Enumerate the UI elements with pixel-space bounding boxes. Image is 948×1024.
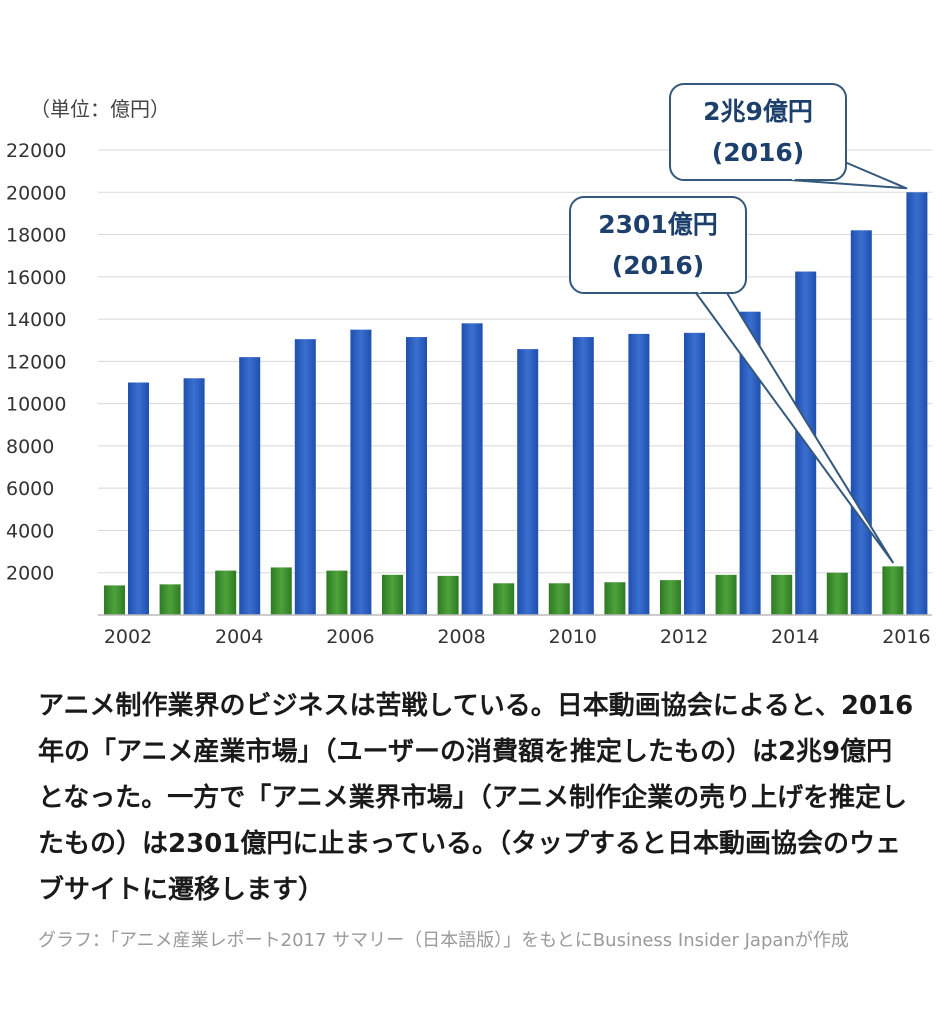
y-tick-label: 20000 — [6, 182, 66, 204]
bar-anime-industry-2013 — [715, 574, 737, 615]
callout-2: 2301億円 (2016) — [569, 196, 894, 564]
bar-anime-industry-2003 — [159, 584, 181, 615]
unit-label: （単位：億円） — [30, 97, 170, 121]
callout-seam — [697, 282, 721, 294]
bar-anime-industry-2011 — [604, 582, 626, 615]
x-tick-label: 2016 — [882, 626, 930, 648]
y-tick-label: 16000 — [6, 267, 66, 289]
callout-value: 2兆9億円 — [703, 97, 813, 126]
bar-industry-market-2006 — [350, 329, 372, 615]
bar-industry-market-2009 — [517, 349, 539, 615]
x-tick-label: 2006 — [326, 626, 374, 648]
y-tick-label: 8000 — [6, 436, 54, 458]
callout-value: 2301億円 — [598, 210, 718, 239]
bar-anime-industry-2010 — [548, 583, 570, 615]
bar-chart: （単位：億円） 2000 4000 6000 8000 10000 12000 14000 1… — [6, 83, 932, 648]
callout-box — [569, 196, 747, 294]
y-axis-ticks: 2000 4000 6000 8000 10000 12000 14000 16000 1800… — [6, 140, 66, 585]
bar-anime-industry-2004 — [215, 570, 237, 615]
bar-anime-industry-2006 — [326, 570, 348, 615]
bar-industry-market-2013 — [739, 311, 761, 615]
y-tick-label: 22000 — [6, 140, 66, 162]
y-tick-label: 2000 — [6, 563, 54, 585]
callouts: 2兆9億円 (2016) 2301億円 (2016) — [569, 83, 908, 564]
y-tick-label: 14000 — [6, 309, 66, 331]
bar-industry-market-2008 — [461, 323, 483, 615]
y-tick-label: 4000 — [6, 520, 54, 542]
x-tick-label: 2002 — [104, 626, 152, 648]
bars — [104, 192, 928, 616]
x-tick-label: 2012 — [660, 626, 708, 648]
bar-industry-market-2005 — [294, 339, 316, 615]
bar-anime-industry-2015 — [826, 572, 848, 615]
gridlines — [98, 149, 932, 574]
y-tick-label: 6000 — [6, 478, 54, 500]
bar-industry-market-2010 — [572, 337, 594, 615]
bar-industry-market-2003 — [183, 378, 205, 615]
bar-anime-industry-2009 — [493, 583, 515, 615]
x-tick-label: 2004 — [215, 626, 263, 648]
callout-year: (2016) — [612, 251, 704, 280]
x-tick-label: 2014 — [771, 626, 819, 648]
y-tick-label: 18000 — [6, 225, 66, 247]
x-tick-label: 2008 — [437, 626, 485, 648]
bar-industry-market-2012 — [684, 332, 705, 615]
bar-anime-industry-2007 — [382, 574, 403, 615]
bar-anime-industry-2012 — [660, 580, 681, 615]
x-tick-label: 2010 — [549, 626, 597, 648]
bar-anime-industry-2008 — [437, 575, 459, 615]
bar-industry-market-2015 — [850, 230, 872, 615]
bar-industry-market-2002 — [128, 382, 149, 615]
y-tick-label: 12000 — [6, 351, 66, 373]
bar-industry-market-2011 — [628, 333, 650, 615]
callout-year: (2016) — [712, 138, 804, 167]
bar-anime-industry-2014 — [771, 574, 793, 615]
callout-1: 2兆9億円 (2016) — [669, 83, 908, 190]
source-note: グラフ：「アニメ産業レポート2017 サマリー（日本語版）」をもとにBusine… — [38, 930, 849, 951]
x-axis-ticks: 2002 2004 2006 2008 2010 2012 2014 2016 — [104, 626, 931, 648]
bar-anime-industry-2016 — [882, 566, 904, 615]
bar-anime-industry-2002 — [104, 585, 125, 615]
callout-box — [669, 83, 847, 181]
bar-industry-market-2016 — [906, 192, 928, 616]
y-tick-label: 10000 — [6, 394, 66, 416]
callout-seam — [791, 157, 839, 181]
bar-industry-market-2007 — [406, 337, 427, 615]
caption: アニメ制作業界のビジネスは苦戦している。日本動画協会によると、2016年の「アニ… — [38, 691, 914, 905]
bar-industry-market-2004 — [239, 357, 261, 615]
bar-anime-industry-2005 — [270, 567, 292, 615]
